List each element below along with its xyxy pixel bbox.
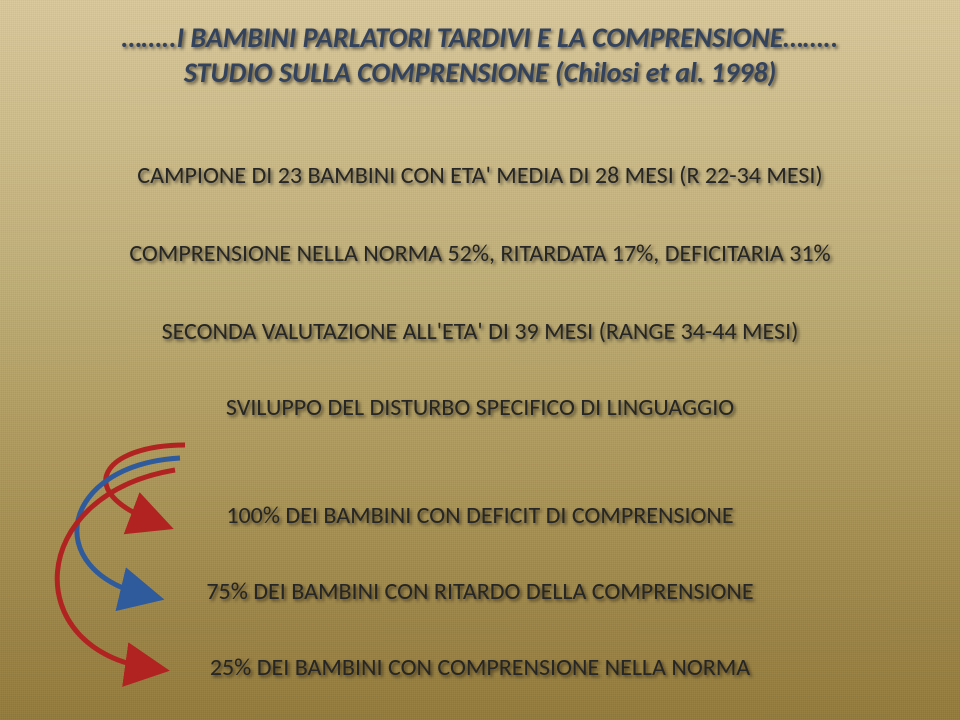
slide: ……..I BAMBINI PARLATORI TARDIVI E LA COM… <box>0 0 960 720</box>
line-sample: CAMPIONE DI 23 BAMBINI CON ETA' MEDIA DI… <box>0 160 960 191</box>
slide-title: ……..I BAMBINI PARLATORI TARDIVI E LA COM… <box>0 20 960 90</box>
line-comp: COMPRENSIONE NELLA NORMA 52%, RITARDATA … <box>0 238 960 269</box>
line-result-100: 100% DEI BAMBINI CON DEFICIT DI COMPRENS… <box>0 500 960 531</box>
line-sviluppo: SVILUPPO DEL DISTURBO SPECIFICO DI LINGU… <box>0 392 960 423</box>
title-line-1: ……..I BAMBINI PARLATORI TARDIVI E LA COM… <box>0 20 960 55</box>
title-line-2: STUDIO SULLA COMPRENSIONE (Chilosi et al… <box>0 55 960 90</box>
line-second: SECONDA VALUTAZIONE ALL'ETA' DI 39 MESI … <box>0 316 960 347</box>
line-result-25: 25% DEI BAMBINI CON COMPRENSIONE NELLA N… <box>0 652 960 683</box>
line-result-75: 75% DEI BAMBINI CON RITARDO DELLA COMPRE… <box>0 576 960 607</box>
